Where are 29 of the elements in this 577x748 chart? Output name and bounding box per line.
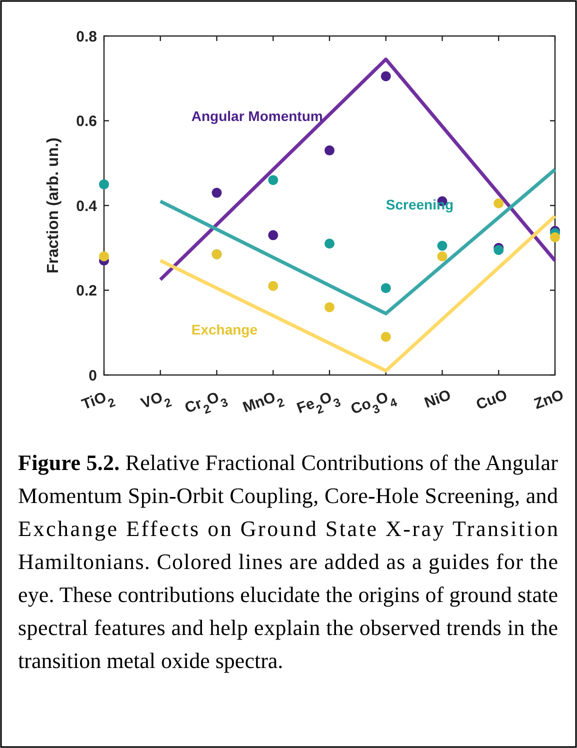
point (380, 283, 391, 294)
point (380, 332, 391, 342)
point (268, 281, 278, 292)
x-tick-label: CuO (474, 386, 510, 414)
y-tick-label: 0.2 (76, 282, 97, 300)
point (494, 198, 504, 208)
y-axis-title: Fraction (arb. un.) (45, 138, 62, 274)
point (324, 238, 334, 249)
y-tick-label: 0.6 (76, 113, 97, 130)
point (324, 145, 334, 156)
x-tick-label: ZnO (532, 386, 566, 413)
point (324, 302, 334, 312)
y-tick-label: 0.4 (76, 198, 98, 215)
point (212, 188, 222, 198)
text: Exchange (191, 322, 258, 338)
y-tick-label: 0.8 (76, 28, 97, 46)
point (437, 240, 448, 251)
point (437, 251, 448, 262)
y-tick-label: 0 (88, 367, 97, 384)
point (380, 71, 391, 82)
text: Screening (386, 196, 454, 213)
text: Figure 5.2. Relative Fractional Contributions of the Angular Momentum Spin-Orbit Coupling, Core-Hole Screening, and Exchange Effects on Ground State X-ray Transition Hamiltonians. Colored lines are added as a guides for the eye. These contributions elucidate the origins of ground state spectral features and help explain the observed trends in the transition metal oxide spectra. (18, 450, 558, 673)
point (550, 232, 560, 242)
point (99, 179, 109, 190)
x-tick-label: NiO (422, 386, 454, 412)
point (268, 175, 278, 186)
series-label: Angular Momentum (191, 108, 323, 124)
point (99, 251, 109, 262)
point (268, 230, 278, 240)
